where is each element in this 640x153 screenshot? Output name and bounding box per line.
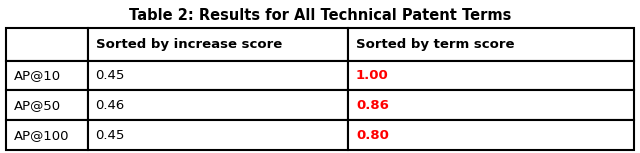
Text: 0.86: 0.86 [356,99,388,112]
Text: Table 2: Results for All Technical Patent Terms: Table 2: Results for All Technical Paten… [129,8,511,23]
Text: AP@10: AP@10 [14,69,61,82]
Text: 1.00: 1.00 [356,69,388,82]
Text: AP@50: AP@50 [14,99,61,112]
Bar [88,120,348,150]
Bar [6,28,88,61]
Bar [6,120,88,150]
Text: 0.80: 0.80 [356,129,388,142]
Text: AP@100: AP@100 [14,129,70,142]
Text: 0.45: 0.45 [95,129,125,142]
Bar [348,120,634,150]
Text: Sorted by increase score: Sorted by increase score [95,38,282,50]
Bar [88,90,348,120]
Bar [88,61,348,90]
Text: 0.45: 0.45 [95,69,125,82]
Bar [6,90,88,120]
Bar [348,61,634,90]
Bar [88,28,348,61]
Bar [6,61,88,90]
Bar [348,90,634,120]
Text: Sorted by term score: Sorted by term score [356,38,515,50]
Text: 0.46: 0.46 [95,99,125,112]
Bar [348,28,634,61]
